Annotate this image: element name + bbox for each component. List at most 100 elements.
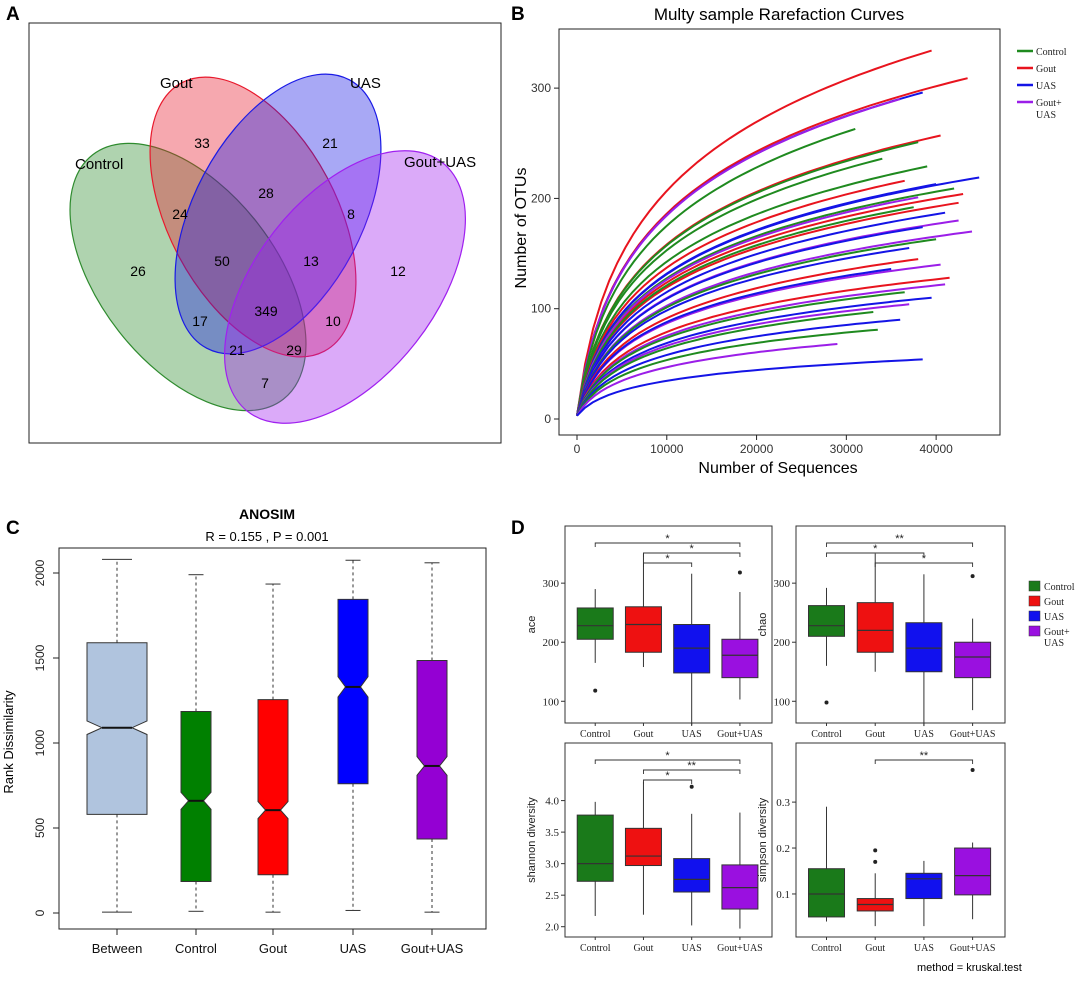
box-gout — [624, 606, 662, 653]
subplot-shannon-diversity: 2.0 2.5 3.0 3.5 4.0 shannon diversity Control G… — [526, 742, 773, 954]
y-tick-label: 100 — [543, 696, 560, 708]
panel-label-c: C — [6, 518, 20, 539]
x-tick-label: Between — [92, 941, 143, 956]
venn-region-control-goutuas: 7 — [261, 375, 269, 391]
box-uas — [905, 622, 943, 673]
significance-label: ** — [687, 760, 696, 772]
y-tick-label: 3.5 — [545, 827, 559, 839]
x-tick-label: Gout — [865, 943, 885, 954]
y-tick-label: 300 — [774, 578, 791, 590]
venn-region-values: 26 33 21 12 24 28 8 50 13 17 349 10 21 2… — [130, 135, 406, 391]
box-uas — [905, 872, 943, 900]
series-line-uas-22 — [576, 247, 910, 417]
x-tick-label: Gout — [259, 941, 288, 956]
series-line-control-16 — [576, 206, 914, 416]
venn-ellipse-gout — [149, 76, 357, 358]
series-line-gout-0 — [576, 49, 932, 416]
outlier-point — [737, 570, 742, 575]
significance-bracket — [874, 759, 974, 764]
venn-region-gout-only: 33 — [194, 135, 210, 151]
significance-bracket — [643, 769, 741, 774]
venn-region-control-gout: 24 — [172, 206, 188, 222]
y-tick-label: 100 — [774, 696, 791, 708]
series-line-gout-23 — [576, 258, 919, 417]
series-line-control-21 — [576, 238, 937, 417]
x-tick-label: 20000 — [740, 442, 774, 456]
y-axis-label: Rank Dissimilarity — [1, 690, 16, 794]
series-line-gout-26 — [576, 276, 950, 417]
x-tick-label: Gout — [633, 943, 653, 954]
significance-label: * — [665, 770, 670, 782]
y-tick-label: 0.3 — [776, 797, 790, 809]
outlier-point — [970, 574, 975, 579]
venn-region-uas-only: 21 — [322, 135, 338, 151]
series-line-control-31 — [576, 311, 874, 417]
y-axis-label: shannon diversity — [526, 797, 538, 883]
y-tick-label: 0.1 — [776, 889, 790, 901]
x-tick-label: 0 — [574, 442, 581, 456]
plot-area: 0 10000 20000 30000 40000 0 100 200 300 Control Go… — [531, 28, 1067, 456]
venn-region-goutuas-only: 12 — [390, 263, 406, 279]
subplot-ace: 100 200 300 ace Control Gout UAS Gout+UAS * * * — [526, 525, 773, 740]
y-axis-label: chao — [757, 613, 769, 637]
box-gout — [624, 827, 662, 867]
series-line-uas-11 — [576, 183, 937, 416]
box-gout-uas — [721, 864, 759, 910]
significance-bracket — [594, 759, 741, 764]
plot-area: 0 500 1000 1500 2000 Between Control Gout UAS Gou… — [33, 547, 487, 956]
significance-bracket — [643, 779, 693, 784]
significance-label: * — [690, 543, 695, 555]
box-control — [808, 868, 846, 918]
x-tick-label: Gout+UAS — [950, 729, 996, 740]
y-tick-label: 0 — [544, 412, 551, 426]
series-line-gout-uas-34 — [576, 343, 838, 417]
legend-swatch — [1028, 610, 1041, 622]
series-line-uas-35 — [576, 358, 923, 417]
y-tick-label: 3.0 — [545, 859, 559, 871]
y-tick-label: 200 — [774, 637, 791, 649]
series-line-control-6 — [576, 141, 919, 416]
venn-region-gout-uas-goutuas: 13 — [303, 253, 319, 269]
series-line-gout-uas-3 — [576, 98, 901, 416]
significance-label: * — [665, 533, 670, 545]
series-line-uas-32 — [576, 318, 901, 417]
box-control — [808, 605, 846, 637]
legend-label: Control — [1044, 582, 1075, 593]
legend-label: Gout — [1044, 597, 1064, 608]
x-axis-label: Number of Sequences — [698, 460, 857, 477]
y-tick-label: 200 — [531, 191, 551, 205]
series-line-gout-15 — [576, 201, 959, 416]
chart-title: ANOSIM — [239, 506, 295, 522]
y-tick-label: 1500 — [33, 644, 47, 671]
series-line-uas-25 — [576, 268, 892, 417]
y-axis-label: simpson diversity — [757, 797, 769, 882]
x-tick-label: Gout+UAS — [950, 943, 996, 954]
significance-bracket — [643, 552, 741, 557]
legend-swatch — [1028, 625, 1041, 637]
box-uas — [673, 858, 711, 893]
box-gout-uas — [721, 638, 759, 679]
outlier-point — [689, 784, 694, 789]
outlier-point — [824, 700, 829, 705]
y-tick-label: 2.5 — [545, 890, 559, 902]
x-tick-label: Control — [580, 943, 611, 954]
series-line-gout-uas-27 — [576, 283, 946, 417]
y-tick-label: 0.2 — [776, 843, 790, 855]
y-tick-label: 200 — [543, 637, 560, 649]
series-line-gout-10 — [576, 179, 905, 416]
x-tick-label: 30000 — [830, 442, 864, 456]
x-tick-label: UAS — [682, 943, 702, 954]
venn-set-label-gout: Gout — [160, 75, 193, 92]
x-tick-label: Gout — [865, 729, 885, 740]
venn-ellipse-control — [69, 142, 307, 412]
series-line-control-28 — [576, 291, 905, 417]
venn-diagram: Control Gout UAS Gout+UAS 26 33 21 12 24… — [28, 22, 502, 444]
series-line-gout-13 — [576, 193, 964, 416]
legend-swatch — [1028, 580, 1041, 592]
significance-label: * — [665, 553, 670, 565]
y-tick-label: 2000 — [33, 559, 47, 586]
series-line-gout-uas-14 — [576, 196, 919, 416]
series-line-control-4 — [576, 127, 856, 416]
significance-label: * — [873, 543, 878, 555]
